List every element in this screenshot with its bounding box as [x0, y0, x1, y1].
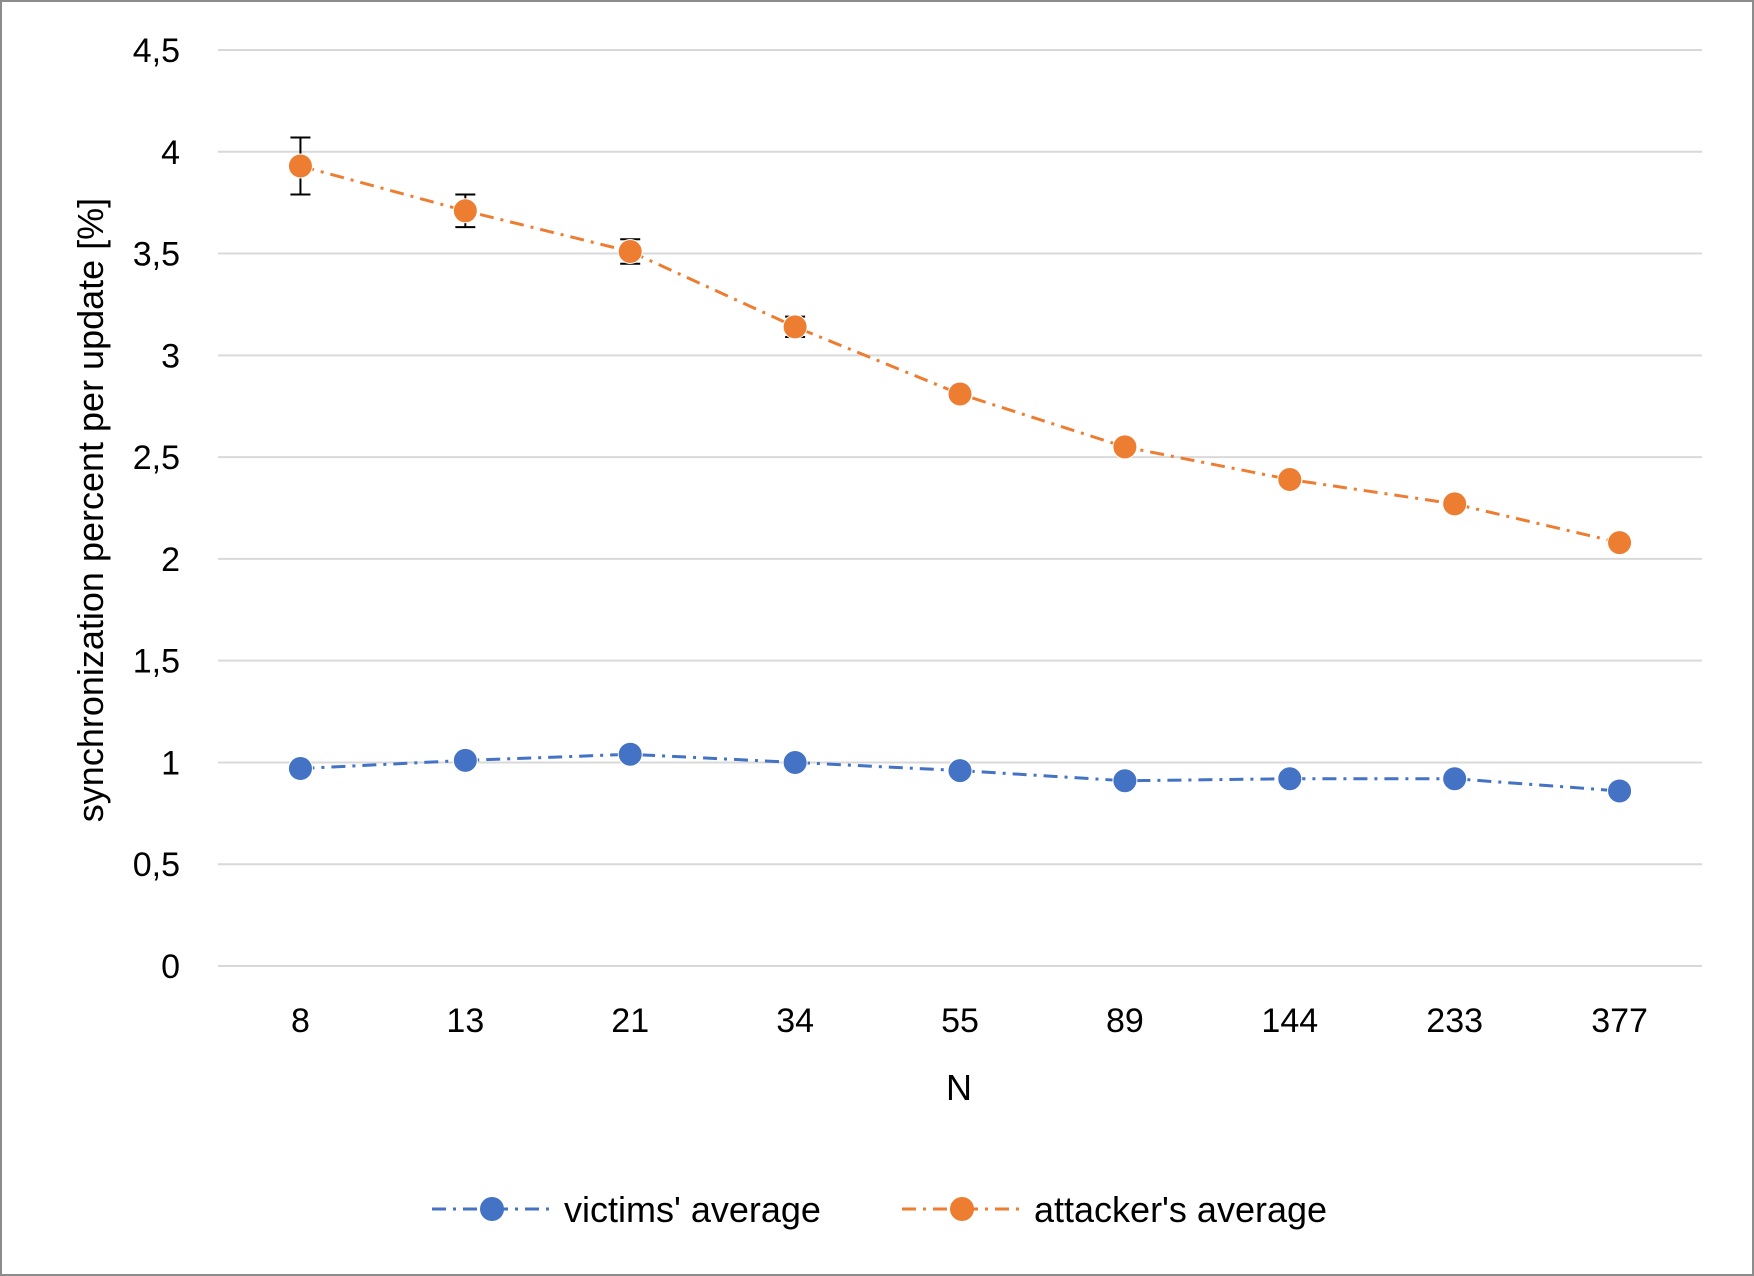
- data-point: [287, 756, 313, 782]
- data-point: [1277, 766, 1303, 792]
- legend-marker: [950, 1197, 974, 1221]
- y-axis-title: synchronization percent per update [%]: [70, 198, 111, 822]
- x-axis-title: N: [946, 1067, 972, 1108]
- data-point: [1607, 530, 1633, 556]
- series-group: [287, 153, 1633, 804]
- x-axis-ticks: 8 13 21 34 55 89 144 233 377: [291, 1002, 1648, 1040]
- data-point: [782, 749, 808, 775]
- data-point: [617, 741, 643, 767]
- x-tick-label: 13: [446, 1002, 484, 1040]
- legend-label: attacker's average: [1034, 1189, 1327, 1230]
- x-tick-label: 34: [776, 1002, 814, 1040]
- data-point: [1607, 778, 1633, 804]
- data-point: [1112, 434, 1138, 460]
- data-point: [947, 381, 973, 407]
- series-1: [287, 153, 1633, 556]
- data-point: [1442, 491, 1468, 517]
- data-point: [452, 747, 478, 773]
- y-tick-label: 3: [161, 337, 180, 375]
- legend-marker: [480, 1197, 504, 1221]
- data-point: [947, 758, 973, 784]
- y-tick-label: 2: [161, 541, 180, 579]
- data-point: [1277, 467, 1303, 493]
- data-point: [1112, 768, 1138, 794]
- legend-label: victims' average: [564, 1189, 821, 1230]
- data-point: [452, 198, 478, 224]
- series-0: [287, 741, 1633, 804]
- x-tick-label: 144: [1261, 1002, 1318, 1040]
- x-tick-label: 233: [1426, 1002, 1483, 1040]
- x-tick-label: 8: [291, 1002, 310, 1040]
- y-tick-label: 1: [161, 744, 180, 782]
- y-tick-label: 2,5: [133, 439, 180, 477]
- x-tick-label: 21: [611, 1002, 649, 1040]
- x-tick-label: 377: [1591, 1002, 1648, 1040]
- data-point: [287, 153, 313, 179]
- y-axis-ticks: 0 0,5 1 1,5 2 2,5 3 3,5 4 4,5: [133, 32, 180, 986]
- y-tick-label: 0,5: [133, 846, 180, 884]
- y-tick-label: 3,5: [133, 236, 180, 274]
- x-tick-label: 55: [941, 1002, 979, 1040]
- legend: victims' average attacker's average: [432, 1189, 1327, 1230]
- y-tick-label: 1,5: [133, 643, 180, 681]
- data-point: [782, 314, 808, 340]
- data-point: [1442, 766, 1468, 792]
- y-tick-label: 4,5: [133, 32, 180, 70]
- y-tick-label: 4: [161, 134, 180, 172]
- y-tick-label: 0: [161, 948, 180, 986]
- series-line: [300, 164, 1620, 545]
- x-tick-label: 89: [1106, 1002, 1144, 1040]
- data-point: [617, 239, 643, 265]
